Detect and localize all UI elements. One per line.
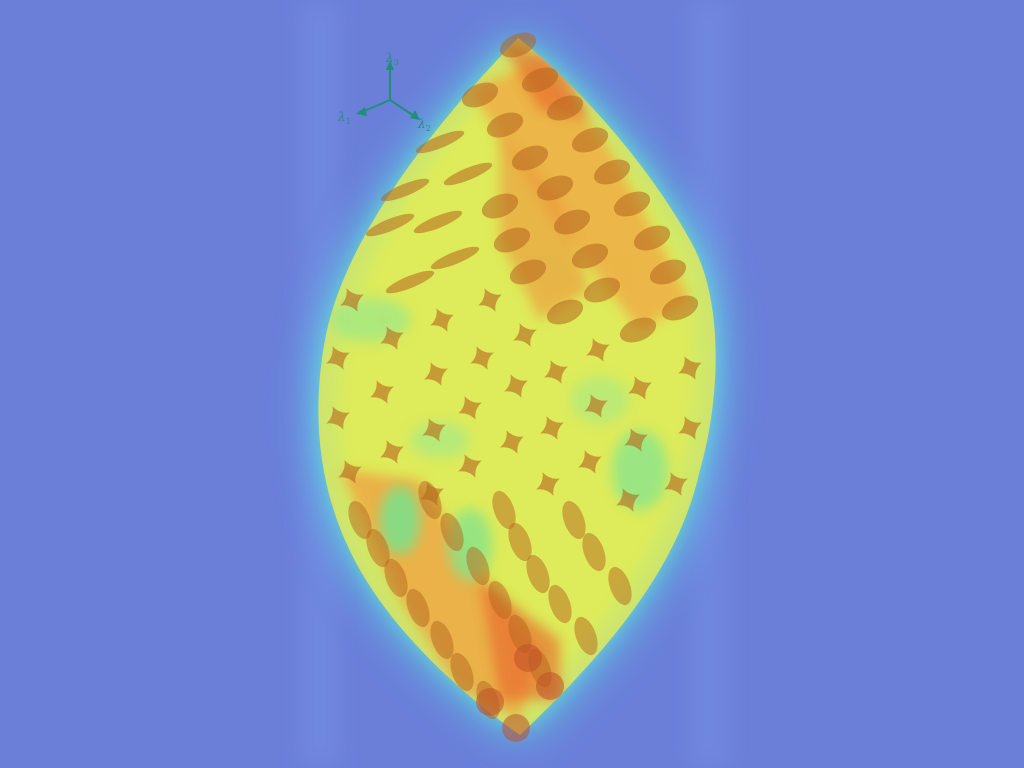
glyph-disc bbox=[583, 277, 621, 303]
glyph-ellipsoid bbox=[418, 480, 442, 520]
glyph-star bbox=[664, 472, 688, 496]
glyph-star bbox=[340, 288, 364, 312]
glyph-star bbox=[326, 346, 350, 370]
axis-label-lambda3: λ3 bbox=[385, 51, 399, 67]
axis-label-lambda2: λ2 bbox=[417, 117, 431, 133]
glyph-star bbox=[540, 416, 564, 440]
glyph-blob bbox=[476, 688, 504, 716]
glyph-disc bbox=[443, 162, 493, 186]
glyph-disc bbox=[546, 299, 584, 325]
glyph-disc bbox=[593, 159, 631, 185]
glyph-star bbox=[422, 418, 446, 442]
glyph-ellipsoid bbox=[526, 554, 550, 594]
glyph-disc bbox=[365, 213, 415, 237]
glyph-ellipsoid bbox=[492, 490, 516, 530]
glyph-star bbox=[513, 323, 537, 347]
glyph-disc bbox=[511, 145, 549, 171]
glyph-ellipsoid bbox=[440, 512, 464, 552]
glyph-disc bbox=[613, 191, 651, 217]
glyph-disc bbox=[461, 82, 499, 108]
glyph-disc bbox=[633, 225, 671, 251]
glyph-disc bbox=[413, 210, 463, 234]
glyph-disc bbox=[553, 209, 591, 235]
glyph-disc bbox=[546, 95, 584, 121]
glyph-disc bbox=[661, 295, 699, 321]
glyph-ellipsoid bbox=[608, 566, 632, 606]
axis-triad bbox=[356, 60, 420, 120]
glyph-star bbox=[430, 308, 454, 332]
glyph-ellipsoid bbox=[348, 500, 372, 540]
glyph-star bbox=[586, 338, 610, 362]
glyph-ellipsoid bbox=[574, 616, 598, 656]
glyph-ellipsoid bbox=[582, 532, 606, 572]
glyph-disc bbox=[619, 317, 657, 343]
glyph-star bbox=[584, 394, 608, 418]
glyph-star bbox=[578, 450, 602, 474]
glyph-disc bbox=[649, 259, 687, 285]
glyph-star bbox=[536, 472, 560, 496]
glyph-star bbox=[628, 376, 652, 400]
glyph-disc bbox=[536, 175, 574, 201]
glyph-star bbox=[458, 396, 482, 420]
tensor-glyphs bbox=[326, 32, 702, 742]
glyph-disc bbox=[385, 270, 435, 294]
glyph-blob bbox=[536, 672, 564, 700]
glyph-star bbox=[380, 440, 404, 464]
glyph-disc bbox=[521, 67, 559, 93]
glyph-ellipsoid bbox=[384, 558, 408, 598]
glyph-disc bbox=[571, 127, 609, 153]
glyph-disc bbox=[486, 112, 524, 138]
glyph-disc bbox=[415, 130, 465, 154]
glyph-star bbox=[380, 326, 404, 350]
glyph-ellipsoid bbox=[508, 522, 532, 562]
glyph-star bbox=[504, 374, 528, 398]
glyph-ellipsoid bbox=[366, 528, 390, 568]
glyph-ellipsoid bbox=[450, 652, 474, 692]
glyph-blob bbox=[502, 714, 530, 742]
glyph-disc bbox=[571, 243, 609, 269]
glyph-star bbox=[624, 428, 648, 452]
glyph-disc bbox=[430, 246, 480, 270]
glyph-ellipsoid bbox=[562, 500, 586, 540]
glyph-star bbox=[424, 362, 448, 386]
glyph-ellipsoid bbox=[430, 620, 454, 660]
glyph-star bbox=[338, 460, 362, 484]
glyph-ellipsoid bbox=[488, 580, 512, 620]
glyph-disc bbox=[493, 227, 531, 253]
glyph-ellipsoid bbox=[466, 546, 490, 586]
glyph-ellipsoid bbox=[508, 614, 532, 654]
glyph-star bbox=[370, 380, 394, 404]
glyph-blob bbox=[514, 644, 542, 672]
glyph-star bbox=[458, 454, 482, 478]
axis-label-lambda1: λ1 bbox=[337, 110, 351, 126]
glyph-ellipsoid bbox=[406, 588, 430, 628]
glyph-ellipsoid bbox=[548, 584, 572, 624]
glyph-disc bbox=[380, 178, 430, 202]
glyph-star bbox=[678, 416, 702, 440]
glyph-disc bbox=[481, 193, 519, 219]
glyph-star bbox=[470, 346, 494, 370]
glyph-star bbox=[544, 360, 568, 384]
glyph-star bbox=[616, 488, 640, 512]
glyph-star bbox=[500, 430, 524, 454]
glyph-star bbox=[478, 288, 502, 312]
glyph-star bbox=[326, 406, 350, 430]
glyph-star bbox=[678, 356, 702, 380]
glyph-disc bbox=[499, 32, 537, 58]
glyph-disc bbox=[509, 259, 547, 285]
